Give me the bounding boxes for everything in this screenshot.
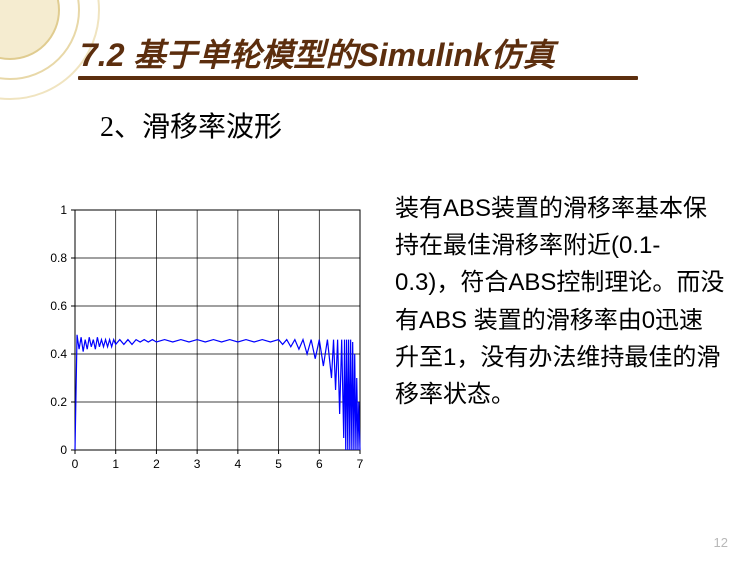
svg-text:1: 1 xyxy=(112,457,119,471)
description-text: 装有ABS装置的滑移率基本保持在最佳滑移率附近(0.1-0.3)，符合ABS控制… xyxy=(395,190,725,413)
svg-text:0.8: 0.8 xyxy=(50,251,67,265)
svg-text:3: 3 xyxy=(194,457,201,471)
decoration-ring xyxy=(0,0,60,60)
svg-text:7: 7 xyxy=(357,457,364,471)
svg-text:0.6: 0.6 xyxy=(50,299,67,313)
svg-text:2: 2 xyxy=(153,457,160,471)
svg-text:4: 4 xyxy=(235,457,242,471)
svg-text:0.4: 0.4 xyxy=(50,347,67,361)
svg-text:0: 0 xyxy=(72,457,79,471)
chart-svg: 0 1 2 3 4 5 6 7 0 0.2 0.4 0.6 0.8 1 xyxy=(30,200,370,480)
svg-text:0.2: 0.2 xyxy=(50,395,67,409)
svg-text:0: 0 xyxy=(60,443,67,457)
title-underline xyxy=(78,76,638,80)
svg-text:6: 6 xyxy=(316,457,323,471)
page-number: 12 xyxy=(714,535,728,550)
svg-text:5: 5 xyxy=(275,457,282,471)
svg-text:1: 1 xyxy=(60,203,67,217)
decoration-ring xyxy=(0,0,80,80)
subtitle: 2、滑移率波形 xyxy=(100,105,282,145)
slip-ratio-chart: 0 1 2 3 4 5 6 7 0 0.2 0.4 0.6 0.8 1 xyxy=(30,200,370,480)
slide-title: 7.2 基于单轮模型的Simulink仿真 xyxy=(80,30,555,76)
